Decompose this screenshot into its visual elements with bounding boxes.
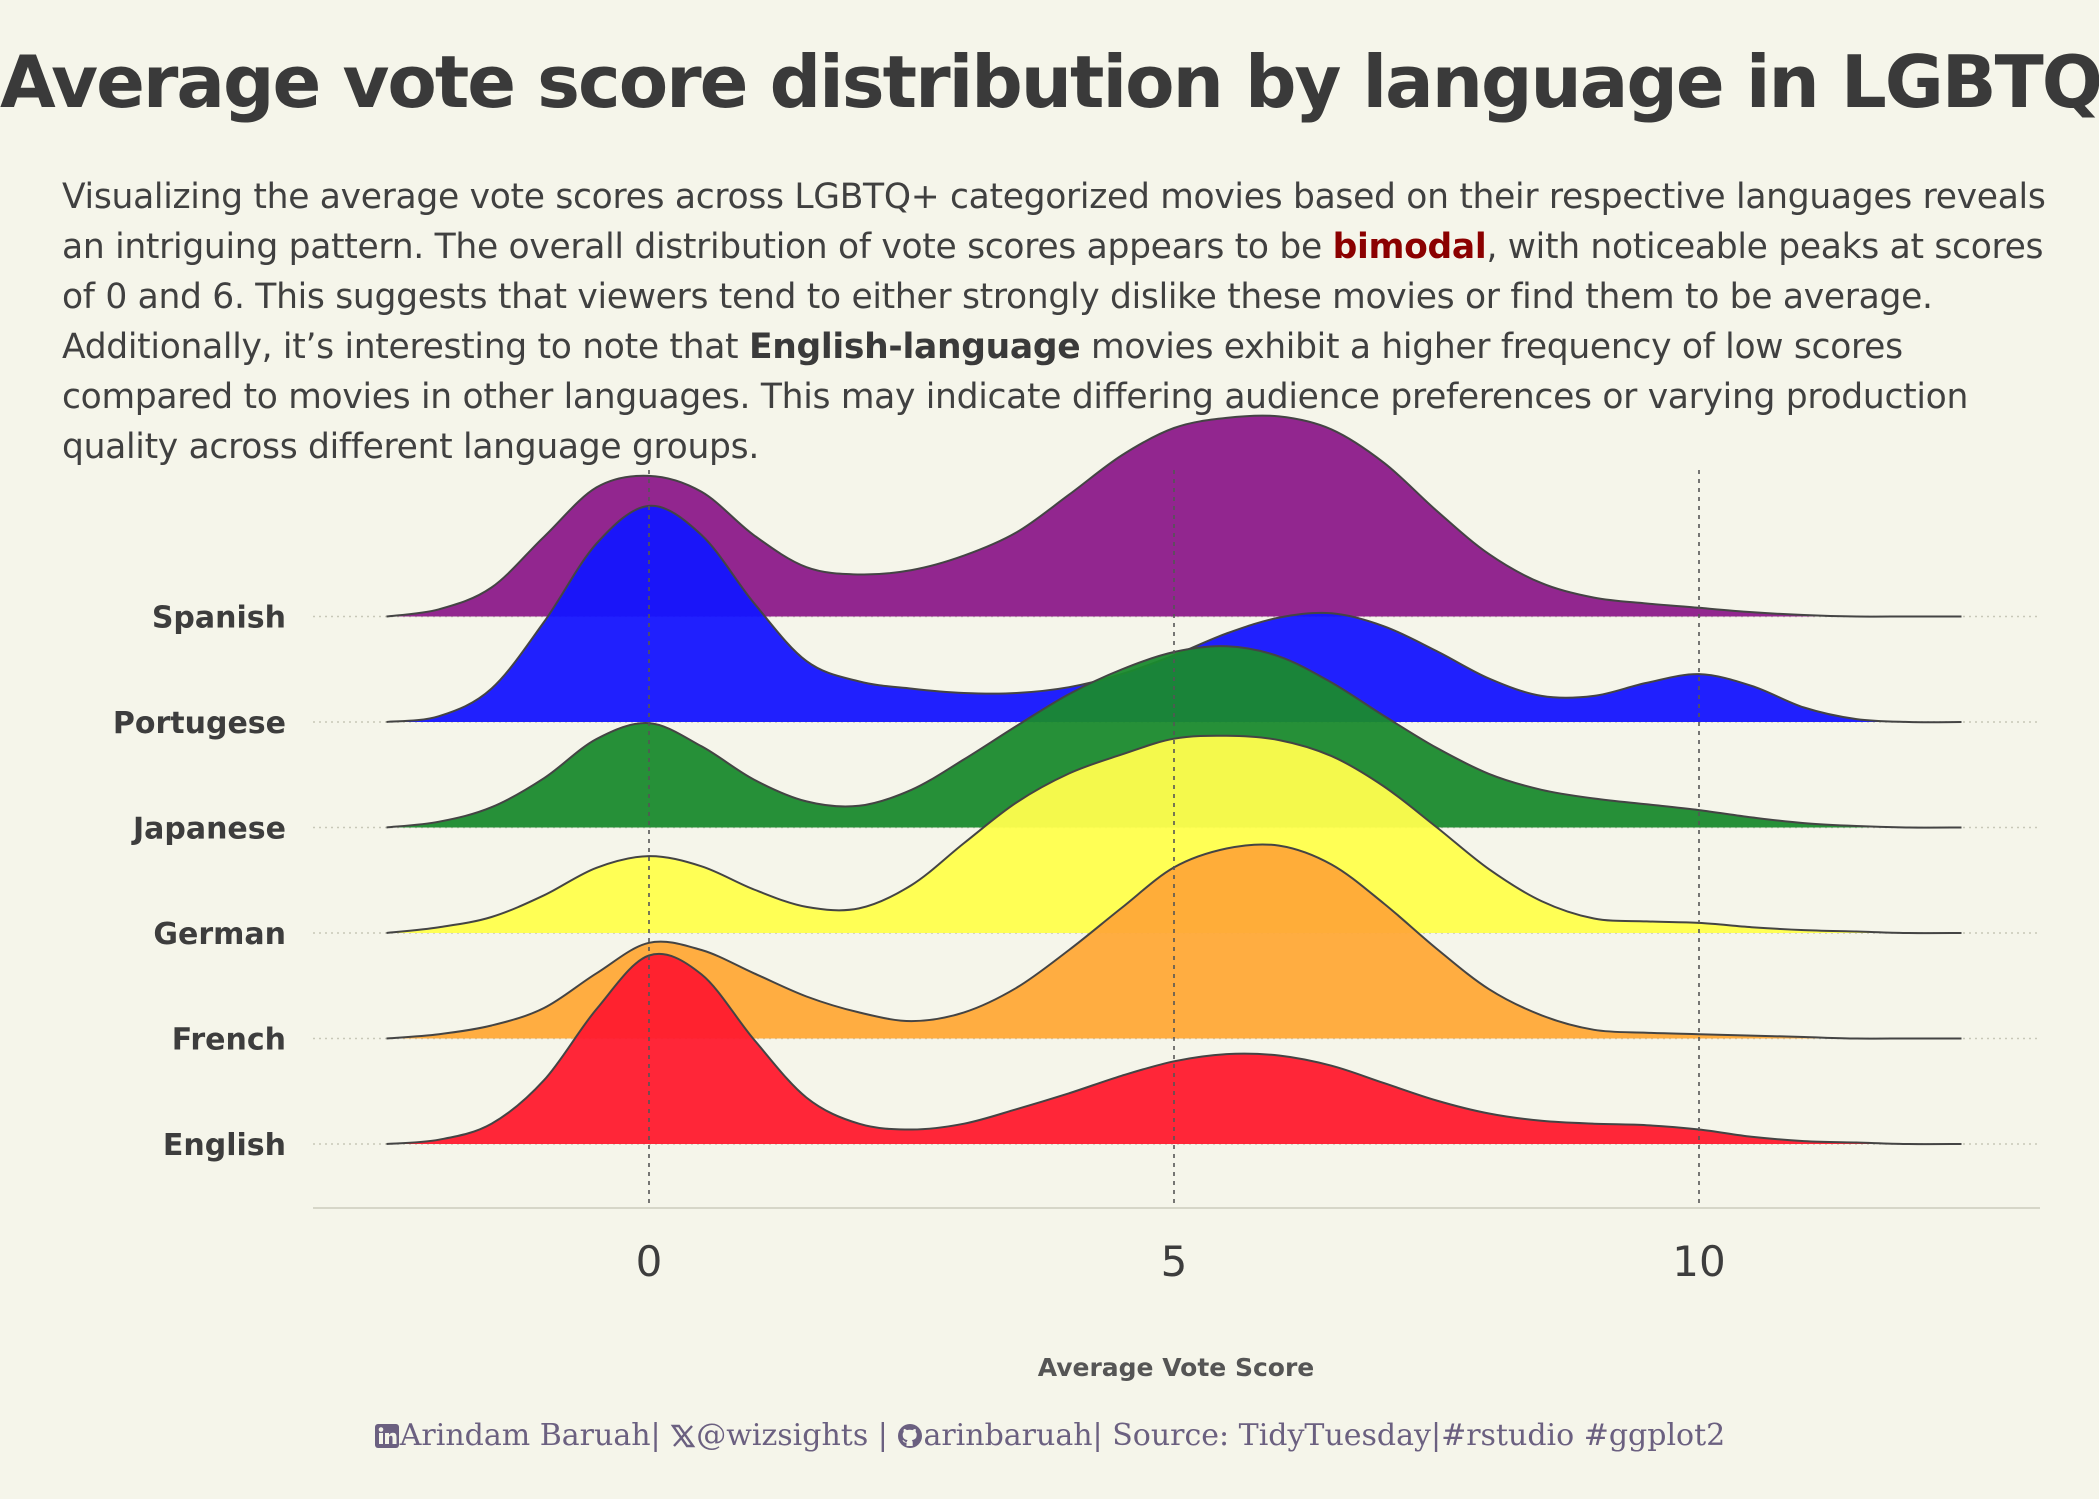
y-label-japanese: Japanese [131, 812, 286, 847]
caption-separator: | [650, 1418, 661, 1453]
caption-tags: #rstudio #ggplot2 [1441, 1418, 1726, 1453]
y-label-german: German [153, 917, 286, 952]
ridge-area-japanese [386, 646, 1962, 828]
y-label-portugese: Portugese [113, 706, 286, 741]
subtitle-emphasis-english: English-language [748, 327, 1081, 367]
x-icon [670, 1422, 696, 1457]
github-icon [897, 1422, 923, 1457]
ridge-line-english [386, 953, 1962, 1146]
y-label-english: English [163, 1128, 286, 1163]
caption-github: arinbaruah [923, 1418, 1093, 1453]
y-label-spanish: Spanish [152, 601, 286, 636]
caption-separator: | [1430, 1418, 1442, 1453]
caption-twitter: @wizsights [696, 1418, 869, 1453]
subtitle-text-3: movies exhibit a higher frequency of low… [62, 327, 1969, 467]
linkedin-icon [374, 1422, 400, 1457]
subtitle-highlight-bimodal: bimodal [1332, 227, 1487, 267]
ridge-area-german [386, 735, 1962, 934]
x-axis-label: Average Vote Score [1038, 1353, 1315, 1382]
caption-separator: | [1092, 1418, 1103, 1453]
ridge-area-portugese [386, 505, 1962, 723]
caption-author: Arindam Baruah [399, 1418, 651, 1453]
subtitle-text-2: , with noticeable peaks at scores of 0 a… [62, 227, 2044, 367]
ridge-area-english [386, 953, 1962, 1145]
caption: Arindam Baruah| @wizsights | arinbaruah|… [0, 1418, 2099, 1457]
subtitle-text-1: Visualizing the average vote scores acro… [62, 177, 2046, 267]
chart-title: Average vote score distribution by langu… [0, 40, 2099, 124]
x-tick-label-0: 0 [636, 1237, 663, 1286]
x-tick-label-10: 10 [1672, 1237, 1725, 1286]
y-label-french: French [172, 1023, 286, 1058]
caption-source: Source: TidyTuesday [1112, 1418, 1431, 1453]
x-tick-label-5: 5 [1161, 1237, 1188, 1286]
ridge-line-spanish [386, 414, 1962, 618]
caption-separator: | [877, 1418, 888, 1453]
chart-subtitle: Visualizing the average vote scores acro… [62, 172, 2072, 472]
